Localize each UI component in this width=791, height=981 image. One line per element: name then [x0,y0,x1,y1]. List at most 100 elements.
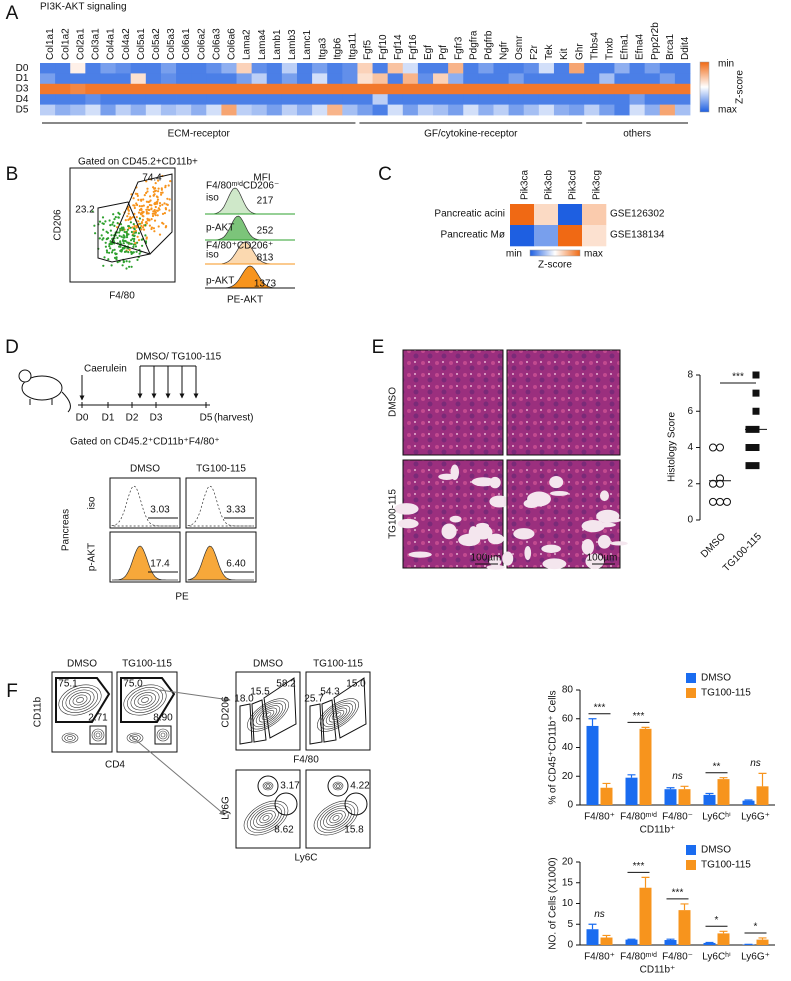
x-tick-label: Ly6Cʰⁱ [702,952,731,963]
heatmap-cell [387,94,404,105]
event-dot [120,248,124,251]
gate-value: 15.8 [344,825,364,836]
heatmap-cell [145,104,162,116]
heatmap-cell [327,83,343,95]
contour [316,803,356,833]
heatmap-cell [115,104,132,116]
event-dot [109,224,112,227]
heatmap-cell [296,83,313,95]
gene-label: Col1a1 [45,28,56,60]
bar [639,728,652,805]
panel-label: E [372,337,385,358]
heatmap-cell [221,63,237,74]
heatmap-cell [281,83,298,95]
contour [137,694,153,706]
histology-gap [581,519,605,533]
plot-frame [109,477,181,529]
colorbar [699,61,710,113]
event-dot [134,231,137,234]
contour [67,736,73,740]
heatmap-cell [538,94,555,105]
legend-label: DMSO [701,673,731,684]
heatmap-cell [584,83,600,95]
row-label: Pancreatic acini [434,209,505,220]
histology-gap [489,495,510,508]
error-bar [602,782,611,788]
event-dot [167,184,170,187]
gene-label: Efna1 [620,33,631,60]
heatmap-cell [582,204,607,226]
heatmap-cell [70,94,86,105]
scale-title: Z-score [538,260,572,271]
heatmap-cell [130,83,147,95]
event-dot [144,234,147,237]
group-label: GF/cytokine-receptor [424,129,518,140]
event-dot [130,265,133,268]
event-dot [101,222,104,225]
gene-label: Lamc1 [302,30,313,60]
heatmap-cell [387,73,404,85]
group-label: CD11b⁺ [640,825,676,836]
heatmap-cell [493,73,510,85]
error-bar [588,923,597,930]
heatmap-cell [463,83,479,95]
axis-label: PE [175,592,189,603]
contour [91,728,105,742]
event-dot [125,236,129,239]
event-dot [101,238,104,241]
contour [258,707,278,723]
heatmap-cell [372,83,389,95]
heatmap-cell [614,83,630,95]
heatmap-cell [206,83,222,95]
event-dot [127,241,130,244]
event-dot [163,202,166,205]
heatmap-cell [160,94,177,105]
contour [95,732,101,738]
legend-swatch [686,688,696,698]
contour [93,730,103,740]
event-dot [138,205,141,208]
heatmap-cell [558,204,583,226]
column-header: TG100-115 [196,464,246,475]
gate [97,201,151,263]
event-dot [145,212,148,215]
row-label: iso [206,193,219,204]
contour [252,702,284,728]
row-label: TG100-115 [388,489,399,539]
event-dot [134,229,138,233]
heatmap-cell [534,204,559,226]
event-dot [146,206,149,209]
heatmap-cell [281,63,298,74]
event-dot [128,260,131,263]
event-dot [105,249,108,252]
gene-label: Osmr [514,35,525,60]
heatmap-cell [463,63,479,74]
heatmap-cell [478,63,494,74]
contour [126,732,144,744]
gene-label: Lama4 [257,29,268,60]
column-header: DMSO [130,464,160,475]
event-dot [151,214,155,218]
data-point [752,462,760,470]
heatmap-cell [221,94,237,105]
gate-value: 17.4 [150,559,170,570]
event-dot [138,217,141,220]
heatmap-cell [176,73,192,85]
group-label: CD11b⁺ [640,965,676,976]
error-bar [627,774,636,778]
group-label: ECM-receptor [168,129,231,140]
gate-value: 8.62 [274,825,294,836]
heatmap-cell [266,83,283,95]
x-tick-label: TG100-115 [721,531,764,574]
heatmap-cell [85,94,101,105]
event-dot [160,187,163,190]
heatmap-cell [251,104,268,116]
gene-label: Tek [544,43,555,60]
gate [257,775,279,797]
column-header: DMSO [67,659,97,670]
heatmap-cell [584,63,600,74]
heatmap-cell [629,83,646,95]
contour [72,694,88,706]
heatmap-cell [417,104,434,116]
histology-gap [549,475,564,489]
